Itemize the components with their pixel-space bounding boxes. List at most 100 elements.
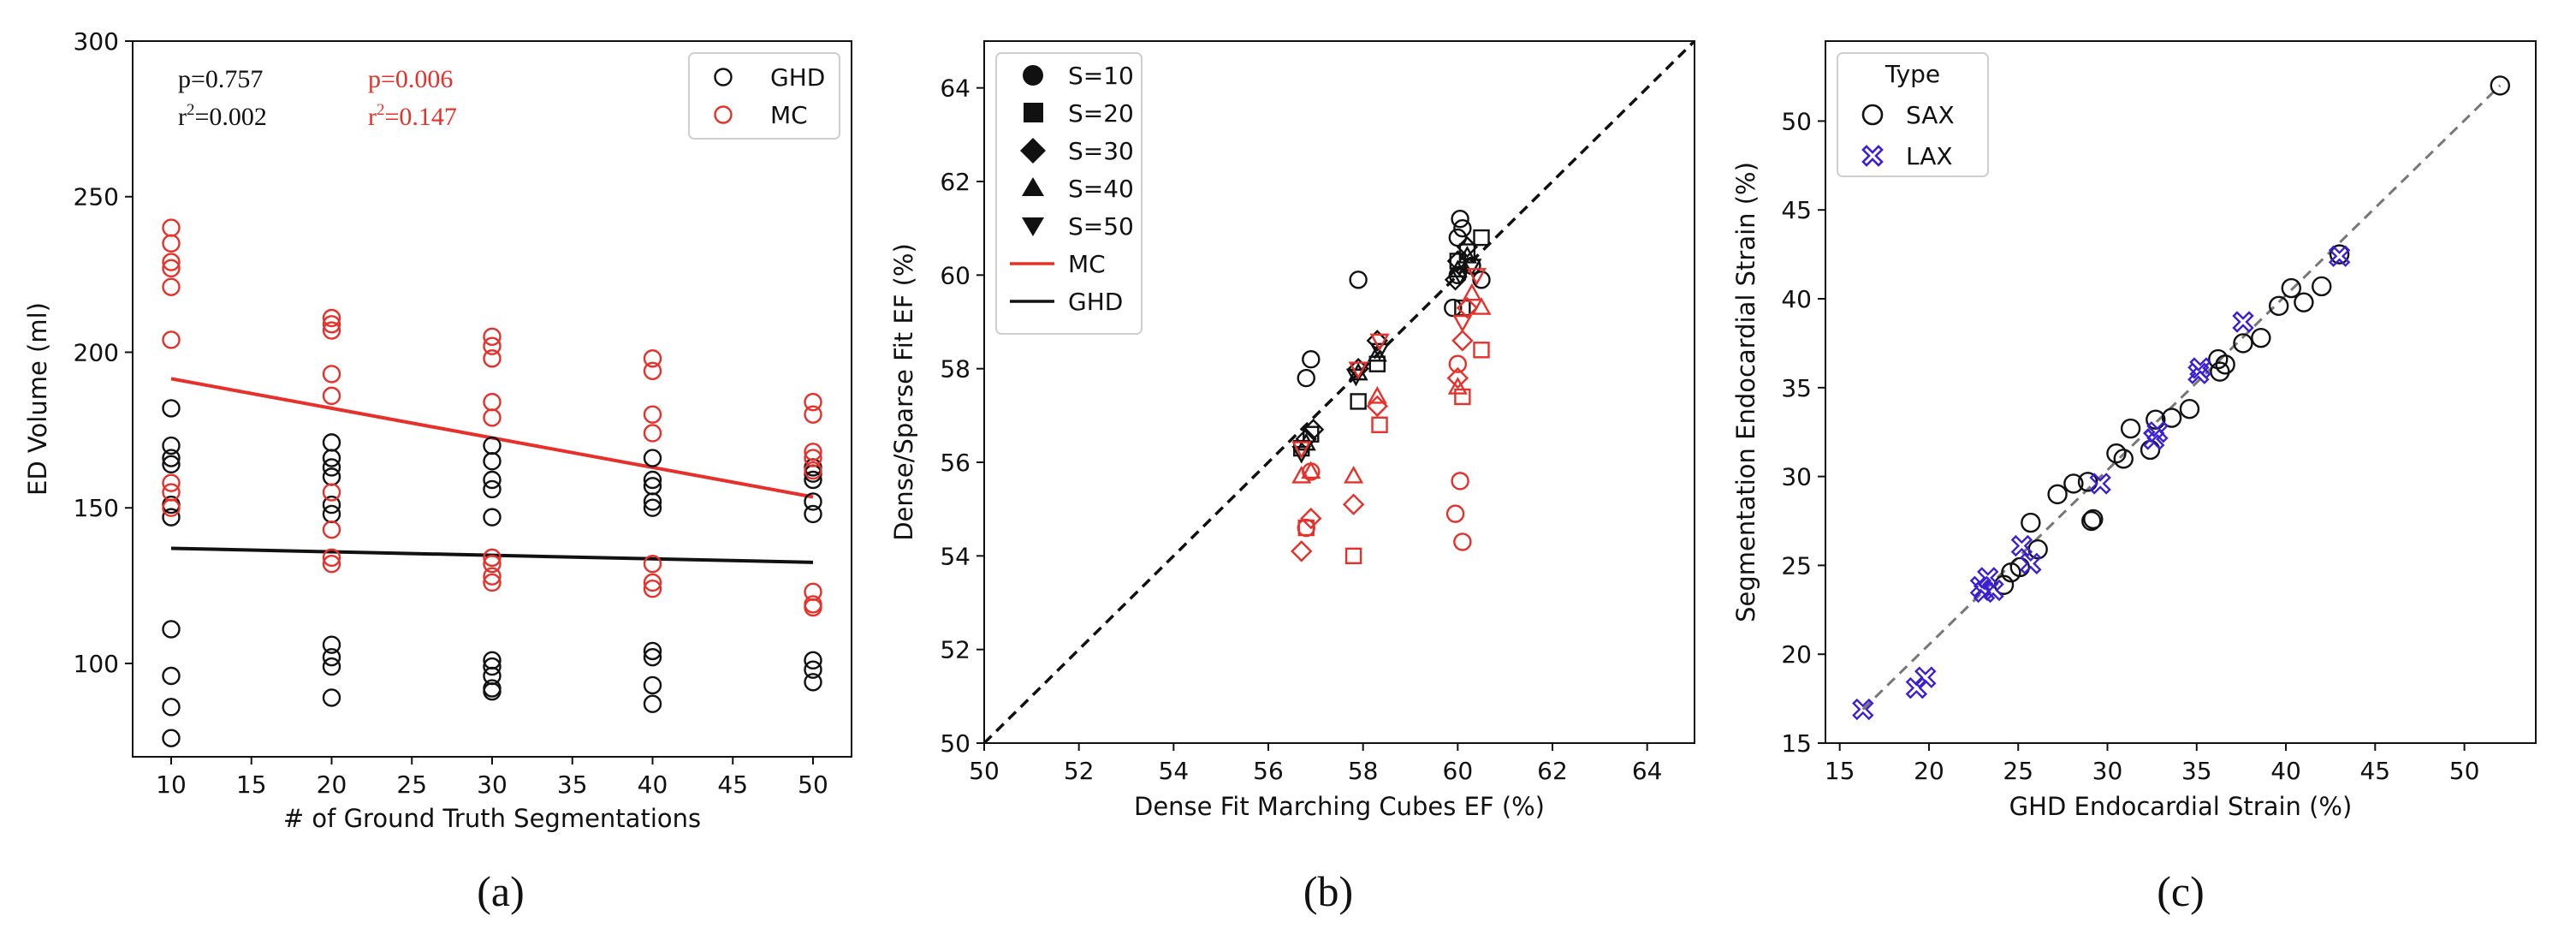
panel-b-s-50-mc-point <box>1291 441 1312 460</box>
panel-b-s-30-mc-point <box>1456 296 1479 319</box>
panel-a-mc-point <box>804 461 822 480</box>
panel-b-legend-s40-marker <box>1022 177 1044 196</box>
panel-a-ghd-point <box>162 729 181 747</box>
panel-a-ghd-p-value: p=0.757 <box>178 65 263 93</box>
panel-b-s-40-mc-point <box>1447 377 1468 395</box>
panel-c-x-tick-label: 45 <box>2359 757 2390 785</box>
panel-b-s-30-mc-point <box>1300 507 1322 530</box>
panel-a-ghd-r-squared: r2=0.002 <box>178 101 267 131</box>
panel-c-legend-box <box>1837 52 1989 177</box>
panel-b-x-tick-label: 60 <box>1443 757 1474 785</box>
panel-a-ghd-point <box>162 436 181 455</box>
panel-c-sax-point <box>2047 484 2068 505</box>
panel-b-s-40-ghd-point <box>1457 246 1477 264</box>
panel-b-s-10-ghd-point <box>1472 271 1491 289</box>
panel-c-lax-point <box>1914 666 1937 688</box>
panel-a-y-tick-label: 250 <box>74 183 119 211</box>
panel-b-identity-line <box>982 39 1696 745</box>
panel-a-ghd-point <box>483 508 502 527</box>
panel-c-y-tick-label: 30 <box>1781 463 1812 491</box>
panel-b-ef-chart: 50 52 54 56 58 60 62 64 50 52 54 56 58 60 62 64 Dense … <box>889 39 1696 915</box>
panel-b-s-40-mc-point <box>1471 297 1492 315</box>
panel-b-s-10-mc-point <box>1453 532 1472 551</box>
panel-a-mc-point <box>483 392 502 412</box>
panel-a-ghd-point <box>322 635 341 654</box>
panel-a-ghd-point <box>322 688 341 707</box>
panel-a-ghd-point <box>162 698 181 717</box>
panel-a-plot-frame <box>132 40 852 758</box>
panel-c-x-tick-label: 20 <box>1914 757 1944 785</box>
panel-c-y-tick-label: 15 <box>1781 729 1812 758</box>
panel-b-legend-ghd-label: GHD <box>1068 288 1123 316</box>
panel-b-s-50-mc-point <box>1369 333 1390 352</box>
panel-a-legend-mc-marker <box>714 105 733 124</box>
panel-a-ghd-point <box>483 479 502 499</box>
panel-b-s-40-mc-point <box>1344 465 1364 484</box>
panel-b-s-30-mc-point <box>1451 330 1474 352</box>
panel-b-s-10-ghd-point <box>1444 298 1463 318</box>
panel-a-mc-p-value: p=0.006 <box>368 65 453 93</box>
panel-a-mc-point <box>162 483 181 502</box>
panel-a-ghd-point <box>322 467 341 486</box>
panel-a-mc-point <box>483 336 502 355</box>
panel-b-s-30-mc-point <box>1291 540 1313 562</box>
panel-b-s-30-mc-point <box>1446 366 1469 390</box>
panel-a-y-tick-label: 150 <box>74 494 119 522</box>
panel-a-ghd-point <box>643 675 662 695</box>
panel-c-legend-lax-label: LAX <box>1906 142 1953 170</box>
panel-a-mc-point <box>483 349 502 368</box>
panel-c-identity-line <box>1861 84 2502 711</box>
panel-b-s-10-ghd-point <box>1297 368 1315 388</box>
panel-a-x-tick-label: 15 <box>236 770 267 799</box>
panel-b-s-50-mc-point <box>1452 314 1473 333</box>
panel-a-mc-point <box>322 548 341 568</box>
panel-c-sax-point <box>2179 399 2200 419</box>
panel-b-legend-s20-marker <box>1024 103 1043 122</box>
panel-a-mc-point <box>322 554 341 574</box>
panel-c-lax-point <box>2020 552 2042 575</box>
panel-a-ghd-point <box>162 620 181 639</box>
panel-c-sax-point <box>2210 361 2230 382</box>
panel-b-legend-s30-label: S=30 <box>1068 137 1134 165</box>
panel-a-mc-point <box>643 424 662 443</box>
panel-b-y-tick-label: 54 <box>940 542 970 570</box>
panel-a-ghd-point <box>643 470 662 490</box>
panel-b-legend-s10-label: S=10 <box>1068 62 1134 90</box>
panel-a-legend-ghd-label: GHD <box>770 63 825 92</box>
panel-b-y-axis-label: Dense/Sparse Fit EF (%) <box>889 243 918 541</box>
panel-b-y-tick-label: 62 <box>940 168 970 196</box>
panel-a-y-axis-label: ED Volume (ml) <box>23 302 52 496</box>
panel-a-mc-point <box>162 473 181 492</box>
panel-b-s-20-mc-point <box>1371 416 1388 433</box>
panel-a-ghd-point <box>643 694 662 713</box>
panel-a-ghd-point <box>804 470 822 490</box>
panel-a-ghd-point <box>162 449 181 467</box>
panel-a-x-tick-label: 50 <box>798 770 828 799</box>
panel-a-mc-point <box>643 580 662 598</box>
panel-b-x-tick-label: 56 <box>1253 757 1284 785</box>
panel-c-y-axis-label: Segmentation Endocardial Strain (%) <box>1731 162 1760 622</box>
panel-b-s-10-mc-point <box>1448 354 1468 373</box>
panel-b-y-tick-label: 56 <box>940 449 970 477</box>
panel-b-y-tick-label: 60 <box>940 261 970 289</box>
panel-c-lax-point <box>1982 579 2004 602</box>
panel-a-ghd-point <box>322 495 341 515</box>
panel-c-legend-sax-marker <box>1861 104 1884 126</box>
panel-a-ghd-point <box>804 492 822 511</box>
panel-a-mc-point <box>804 443 822 461</box>
panel-a-ghd-point <box>322 647 341 667</box>
panel-a-mc-point <box>483 408 502 427</box>
panel-c-caption: (c) <box>2157 867 2205 915</box>
panel-b-s-20-mc-point <box>1344 547 1362 565</box>
panel-a-mc-point <box>322 483 341 502</box>
panel-a-mc-point <box>643 554 662 574</box>
panel-a-ghd-point <box>322 449 341 467</box>
panel-c-lax-point <box>2187 362 2210 384</box>
panel-a-mc-point <box>322 321 341 340</box>
panel-c-sax-point <box>2146 409 2166 430</box>
panel-a-ghd-point <box>643 498 662 517</box>
panel-a-y-tick-label: 200 <box>74 338 119 366</box>
panel-c-legend-sax-label: SAX <box>1906 101 1955 129</box>
panel-b-s-30-ghd-point <box>1366 330 1388 352</box>
